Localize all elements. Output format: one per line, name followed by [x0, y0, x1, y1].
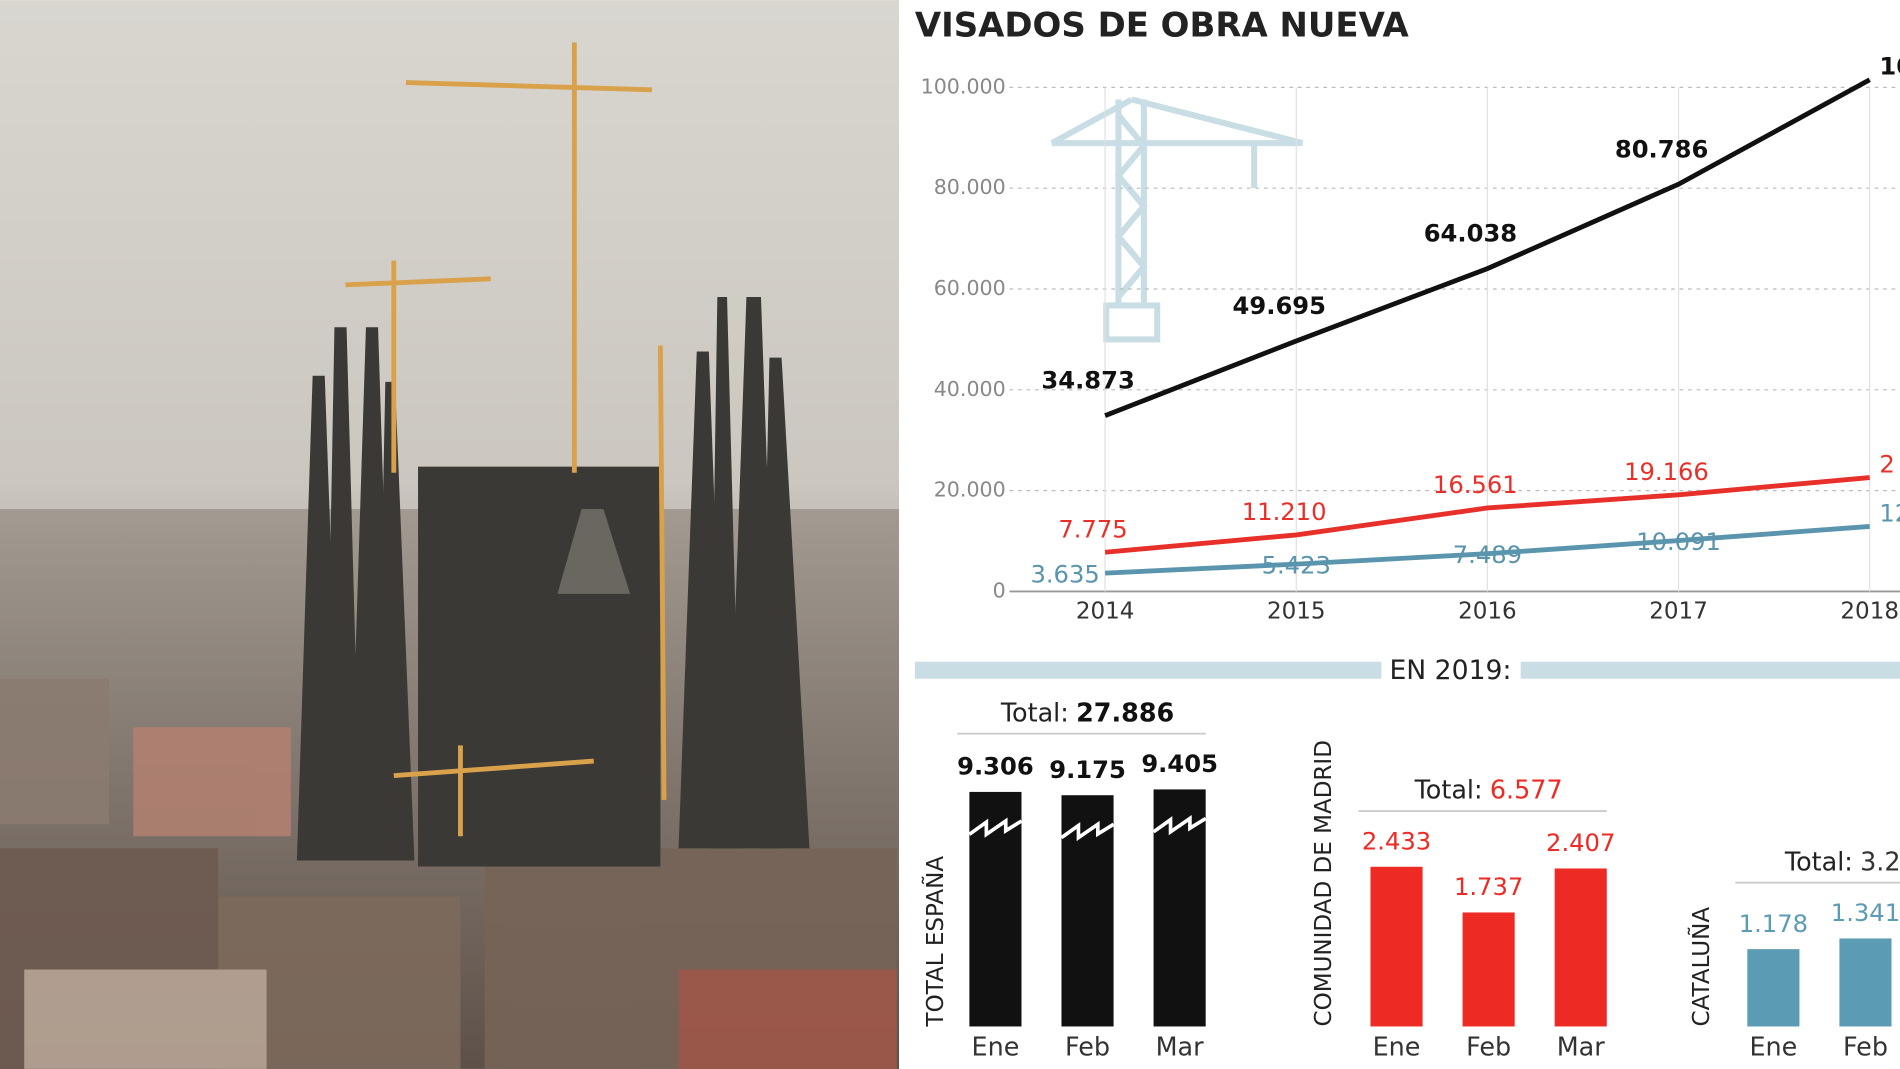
x-tick-label: 2017: [1649, 599, 1708, 625]
x-tick-label: 2014: [1076, 599, 1135, 625]
data-label: 10.091: [1636, 528, 1721, 556]
series-line: [1104, 524, 1870, 576]
data-label: 1.341: [1831, 899, 1900, 927]
y-tick-label: 20.000: [934, 478, 1006, 502]
data-label: 7.489: [1453, 541, 1522, 569]
x-tick-label: Ene: [972, 1031, 1020, 1061]
total-caption: Total:: [1784, 846, 1853, 876]
total: Total: 27.886: [1000, 697, 1174, 727]
axis-break: [968, 817, 1023, 838]
data-label: 80.786: [1615, 135, 1708, 163]
axis-break: [1060, 820, 1115, 842]
x-tick-label: Ene: [1749, 1031, 1797, 1061]
data-label: 2: [1879, 450, 1894, 478]
data-label: 9.405: [1141, 750, 1218, 778]
total-value: 3.2: [1860, 846, 1900, 876]
data-label: 1.737: [1454, 873, 1523, 901]
total-caption: Total:: [1000, 697, 1069, 727]
x-tick-label: Feb: [1466, 1031, 1511, 1061]
y-tick-label: 80.000: [934, 175, 1006, 199]
section-label: EN 2019:: [1389, 655, 1511, 686]
axis-break: [1152, 815, 1207, 836]
crane-icon: [1050, 96, 1304, 343]
bar: [1370, 866, 1423, 1027]
data-label: 9.175: [1049, 756, 1126, 784]
data-label: 19.166: [1624, 458, 1709, 486]
chart-title: VISADOS DE OBRA NUEVA: [915, 5, 1410, 44]
bar: [1153, 789, 1206, 1027]
y-tick-label: 0: [993, 578, 1006, 602]
panel-title: COMUNIDAD DE MADRID: [1311, 740, 1337, 1026]
total-value: 6.577: [1490, 775, 1563, 805]
data-label: 3.635: [1030, 561, 1099, 589]
data-label: 34.873: [1041, 367, 1134, 395]
bar: [1839, 938, 1892, 1027]
y-tick-label: 40.000: [934, 377, 1006, 401]
section-band: [1520, 661, 1900, 679]
data-label: 5.423: [1262, 552, 1331, 580]
total: Total: 3.2: [1784, 846, 1900, 876]
data-label: 11.210: [1242, 498, 1327, 526]
y-tick-label: 60.000: [934, 276, 1006, 300]
x-tick-label: Feb: [1843, 1031, 1888, 1061]
bar: [1462, 912, 1515, 1027]
x-tick-label: 2015: [1267, 599, 1326, 625]
x-tick-label: Ene: [1373, 1031, 1421, 1061]
bar: [1554, 868, 1607, 1027]
bar: [1061, 795, 1114, 1027]
data-label: 49.695: [1233, 292, 1326, 320]
data-label: 12: [1879, 499, 1900, 527]
series-line: [1104, 475, 1870, 555]
x-tick-label: Feb: [1065, 1031, 1110, 1061]
photo: [0, 0, 900, 1069]
total-caption: Total:: [1414, 775, 1483, 805]
data-label: 9.306: [957, 753, 1034, 781]
data-label: 1.178: [1739, 910, 1808, 938]
section-band: [914, 661, 1382, 679]
data-label: 16.561: [1433, 471, 1518, 499]
x-tick-label: Mar: [1156, 1031, 1205, 1061]
data-label: 64.038: [1424, 220, 1517, 248]
x-tick-label: Mar: [1557, 1031, 1606, 1061]
data-label: 10: [1879, 53, 1900, 81]
panel-title: CATALUÑA: [1687, 907, 1715, 1027]
y-tick-label: 100.000: [921, 74, 1006, 98]
series-line: [1104, 77, 1871, 418]
x-tick-label: 2016: [1458, 599, 1517, 625]
bar: [1747, 949, 1800, 1027]
data-label: 2.407: [1546, 829, 1615, 857]
panel-title: TOTAL ESPAÑA: [921, 856, 949, 1028]
bar: [969, 791, 1022, 1027]
total-value: 27.886: [1076, 697, 1174, 727]
data-label: 7.775: [1058, 515, 1127, 543]
x-tick-label: 2018: [1840, 599, 1899, 625]
total: Total: 6.577: [1414, 775, 1563, 805]
data-label: 2.433: [1362, 828, 1431, 856]
